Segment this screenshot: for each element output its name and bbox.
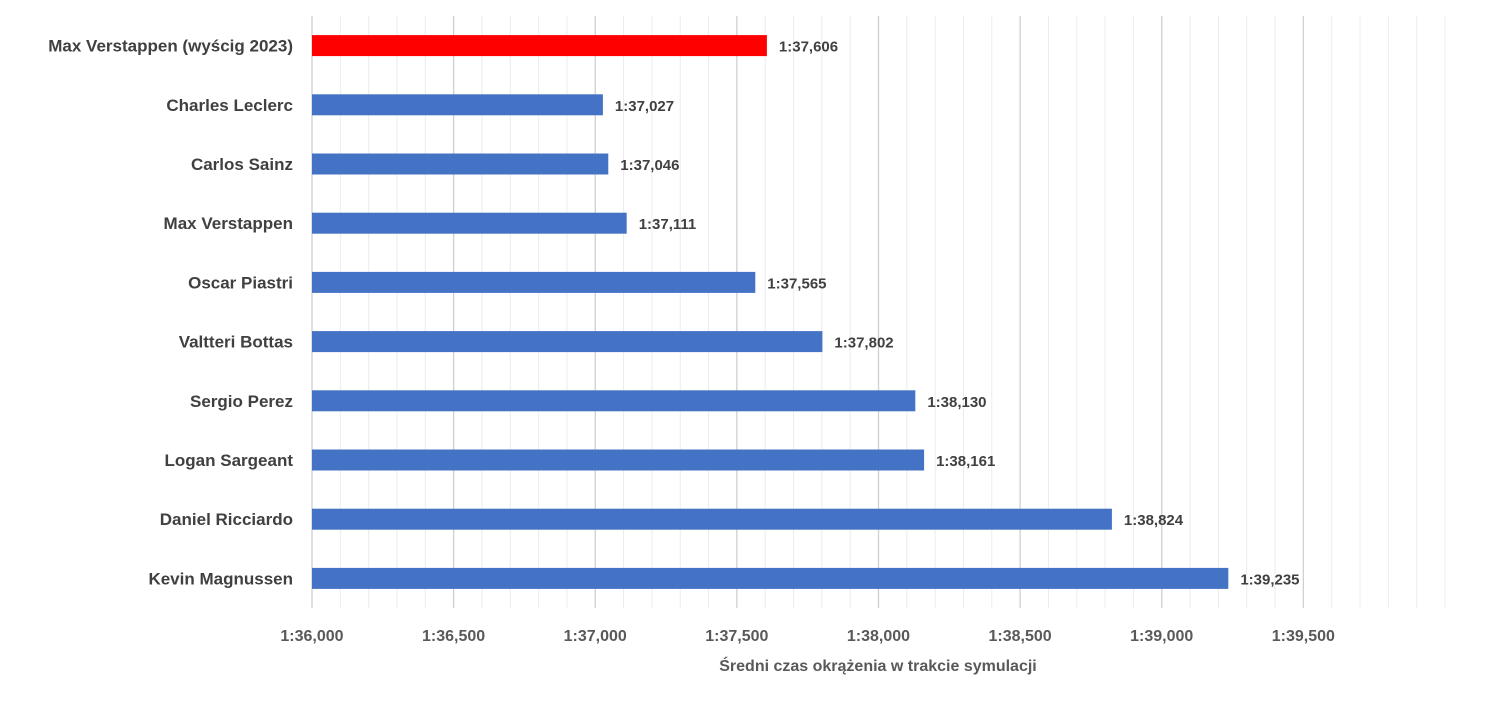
category-label: Kevin Magnussen	[148, 569, 293, 588]
bar-2	[312, 94, 603, 116]
bar-5	[312, 271, 756, 293]
category-label: Valtteri Bottas	[179, 333, 293, 352]
category-label: Max Verstappen	[164, 214, 293, 233]
category-label: Sergio Perez	[190, 392, 293, 411]
x-axis-ticks: 1:36,000 1:36,500 1:37,000 1:37,500 1:38,000…	[280, 628, 1335, 645]
x-tick-label: 1:38,000	[847, 628, 910, 645]
x-tick-label: 1:38,500	[989, 628, 1052, 645]
bars	[312, 35, 1229, 589]
x-axis-title: Średni czas okrążenia w trakcie symulacj…	[719, 656, 1037, 675]
bar-8	[312, 449, 925, 471]
x-tick-label: 1:37,500	[705, 628, 768, 645]
data-label: 1:37,046	[620, 157, 679, 174]
category-label: Daniel Ricciardo	[160, 510, 293, 529]
value-labels: 1:37,606 1:37,027 1:37,046 1:37,111 1:37,565…	[615, 39, 1300, 589]
data-label: 1:37,565	[767, 275, 826, 292]
data-label: 1:38,130	[927, 394, 986, 411]
data-label: 1:38,161	[936, 453, 995, 470]
data-label: 1:37,606	[779, 39, 838, 56]
x-tick-label: 1:36,500	[422, 628, 485, 645]
bar-7	[312, 390, 916, 412]
bar-4	[312, 212, 627, 234]
bar-9	[312, 508, 1112, 530]
category-label: Max Verstappen (wyścig 2023)	[48, 37, 293, 56]
data-label: 1:37,802	[834, 335, 893, 352]
category-labels: Max Verstappen (wyścig 2023) Charles Lecl…	[48, 37, 293, 589]
x-tick-label: 1:36,000	[280, 628, 343, 645]
data-label: 1:37,027	[615, 98, 674, 115]
bar-1	[312, 35, 767, 57]
data-label: 1:39,235	[1240, 571, 1299, 588]
data-label: 1:38,824	[1124, 512, 1184, 529]
category-label: Logan Sargeant	[165, 451, 294, 470]
x-tick-label: 1:37,000	[564, 628, 627, 645]
category-label: Oscar Piastri	[188, 273, 293, 292]
bar-3	[312, 153, 609, 175]
category-label: Charles Leclerc	[166, 96, 293, 115]
x-tick-label: 1:39,000	[1130, 628, 1193, 645]
bar-6	[312, 331, 823, 353]
data-label: 1:37,111	[639, 216, 697, 233]
bar-10	[312, 567, 1229, 589]
x-tick-label: 1:39,500	[1272, 628, 1335, 645]
category-label: Carlos Sainz	[191, 155, 293, 174]
